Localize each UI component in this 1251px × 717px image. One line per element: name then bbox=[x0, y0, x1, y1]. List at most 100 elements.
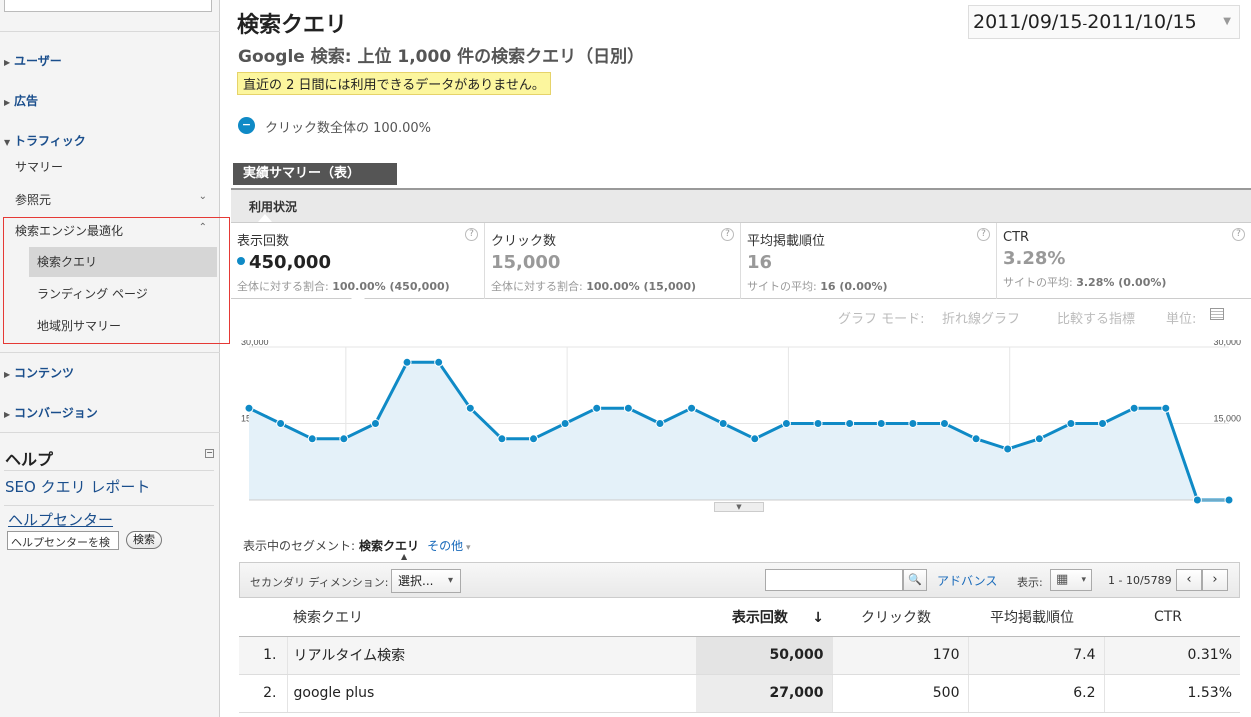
y-tick-label-right: 30,000 bbox=[1213, 340, 1241, 347]
data-point bbox=[370, 419, 380, 428]
secondary-dimension-select[interactable]: 選択... bbox=[391, 569, 461, 593]
help-question-icon[interactable]: ? bbox=[465, 228, 478, 241]
table-row[interactable]: 1. リアルタイム検索 50,000 170 7.4 0.31% bbox=[239, 636, 1240, 675]
help-question-icon[interactable]: ? bbox=[721, 228, 734, 241]
help-question-icon[interactable]: ? bbox=[977, 228, 990, 241]
triangle-down-icon: ▼ bbox=[4, 138, 11, 147]
segment-summary: クリック数全体の 100.00% bbox=[265, 121, 431, 136]
triangle-right-icon: ▶ bbox=[4, 410, 11, 419]
chevron-down-icon: ⌄ bbox=[198, 191, 207, 202]
pagination-text: 1 - 10/5789 bbox=[1108, 574, 1172, 587]
sidebar-group-content[interactable]: ▶ コンテンツ bbox=[4, 366, 75, 380]
usage-bar: 利用状況 bbox=[231, 188, 1251, 222]
column-header-impressions[interactable]: 表示回数 ↓ bbox=[696, 598, 832, 637]
sidebar-item-referral[interactable]: 参照元 ⌄ bbox=[15, 191, 207, 207]
table-row[interactable]: 2. google plus 27,000 500 6.2 1.53% bbox=[239, 674, 1240, 713]
sidebar-subitem-landing-pages[interactable]: ランディング ページ bbox=[37, 287, 148, 301]
column-header-ctr[interactable]: CTR bbox=[1104, 598, 1240, 637]
query-link[interactable]: リアルタイム検索 bbox=[287, 636, 696, 675]
sidebar-subitem-search-queries[interactable]: 検索クエリ bbox=[29, 247, 217, 277]
prev-page-button[interactable]: ‹ bbox=[1176, 569, 1202, 591]
sidebar-subitem-geo-summary[interactable]: 地域別サマリー bbox=[37, 319, 122, 333]
data-point bbox=[1129, 403, 1139, 413]
metric-impressions[interactable]: 表示回数 450,000 全体に対する割合: 100.00% (450,000)… bbox=[231, 223, 485, 299]
graph-mode-select[interactable]: 折れ線グラフ bbox=[942, 312, 1021, 327]
search-button[interactable]: 🔍 bbox=[903, 569, 927, 591]
data-table: 検索クエリ 表示回数 ↓ クリック数 平均掲載順位 CTR 1. リアルタイム検… bbox=[239, 598, 1240, 713]
data-point bbox=[276, 419, 286, 428]
sidebar-search-input[interactable] bbox=[4, 0, 212, 12]
data-point bbox=[339, 434, 349, 444]
metric-clicks[interactable]: クリック数 15,000 全体に対する割合: 100.00% (15,000) … bbox=[485, 223, 741, 299]
sidebar-group-traffic[interactable]: ▼ トラフィック bbox=[4, 134, 86, 148]
unit-selector-icon[interactable] bbox=[1210, 308, 1224, 320]
date-range-picker[interactable]: 2011/09/15-2011/10/15 ▼ bbox=[968, 5, 1240, 39]
help-seo-report-link[interactable]: SEO クエリ レポート bbox=[5, 478, 151, 496]
data-point bbox=[1034, 434, 1044, 444]
segment-current[interactable]: 検索クエリ bbox=[359, 539, 420, 553]
next-page-button[interactable]: › bbox=[1202, 569, 1228, 591]
data-point bbox=[750, 434, 760, 444]
data-point bbox=[434, 357, 444, 367]
triangle-right-icon: ▶ bbox=[4, 98, 11, 107]
metric-ctr[interactable]: CTR 3.28% サイトの平均: 3.28% (0.00%) ? bbox=[997, 223, 1251, 299]
help-question-icon[interactable]: ? bbox=[1232, 228, 1245, 241]
segment-other-dropdown[interactable]: その他 bbox=[427, 539, 470, 553]
data-point bbox=[1066, 419, 1076, 428]
table-search-input[interactable] bbox=[765, 569, 903, 591]
divider bbox=[4, 470, 214, 471]
advanced-filter-link[interactable]: アドバンス bbox=[937, 574, 998, 588]
data-point bbox=[497, 434, 507, 444]
sort-arrow-icon: ↓ bbox=[812, 609, 824, 626]
column-header-avg-position[interactable]: 平均掲載順位 bbox=[968, 598, 1104, 637]
segment-toggle-icon[interactable]: − bbox=[238, 117, 255, 134]
table-header-row: 検索クエリ 表示回数 ↓ クリック数 平均掲載順位 CTR bbox=[239, 598, 1240, 637]
caret-up-icon: ▲ bbox=[401, 552, 408, 561]
data-notice: 直近の 2 日間には利用できるデータがありません。 bbox=[237, 72, 551, 95]
data-point bbox=[1224, 495, 1234, 505]
column-header-query[interactable]: 検索クエリ bbox=[239, 598, 696, 637]
help-center-link[interactable]: ヘルプセンター bbox=[8, 511, 114, 529]
metric-avg-position[interactable]: 平均掲載順位 16 サイトの平均: 16 (0.00%) ? bbox=[741, 223, 997, 299]
table-toolbar: セカンダリ ディメンション: 選択... 🔍 アドバンス 表示: ▦ 1 - 1… bbox=[239, 562, 1240, 598]
grid-icon: ▦ bbox=[1056, 572, 1069, 587]
usage-notch bbox=[258, 214, 272, 222]
data-point bbox=[623, 403, 633, 413]
tab-performance-summary[interactable]: 実績サマリー（表） bbox=[233, 163, 397, 185]
triangle-right-icon: ▶ bbox=[4, 370, 11, 379]
sidebar-item-seo[interactable]: 検索エンジン最適化 ⌃ bbox=[15, 222, 207, 238]
help-search-input[interactable]: ヘルプセンターを検 bbox=[7, 531, 119, 550]
table-view-select[interactable]: ▦ bbox=[1050, 569, 1092, 591]
view-label: 表示: bbox=[1017, 576, 1043, 589]
chart-resize-handle[interactable]: ▼ bbox=[714, 502, 764, 512]
divider bbox=[0, 31, 220, 32]
data-point bbox=[718, 419, 728, 428]
metric-notch bbox=[350, 292, 366, 300]
collapse-icon[interactable]: − bbox=[205, 448, 214, 458]
search-icon: 🔍 bbox=[908, 573, 922, 586]
sidebar-item-summary[interactable]: サマリー bbox=[15, 160, 64, 174]
column-header-clicks[interactable]: クリック数 bbox=[832, 598, 968, 637]
series-dot-icon bbox=[237, 257, 245, 265]
data-point bbox=[1192, 495, 1202, 505]
divider bbox=[0, 352, 220, 353]
triangle-right-icon: ▶ bbox=[4, 58, 11, 67]
compare-metric-button[interactable]: 比較する指標 bbox=[1057, 312, 1136, 327]
query-link[interactable]: google plus bbox=[287, 674, 696, 713]
help-title: ヘルプ bbox=[5, 450, 54, 469]
sidebar-group-conversion[interactable]: ▶ コンバージョン bbox=[4, 406, 98, 420]
help-search-button[interactable]: 検索 bbox=[126, 531, 162, 549]
data-point bbox=[939, 419, 949, 428]
seo-section-highlight bbox=[3, 217, 230, 344]
sidebar-group-users[interactable]: ▶ ユーザー bbox=[4, 54, 62, 68]
sidebar-group-ads[interactable]: ▶ 広告 bbox=[4, 94, 39, 108]
data-point bbox=[1003, 444, 1013, 454]
page-title: 検索クエリ bbox=[237, 13, 348, 38]
data-point bbox=[402, 357, 412, 367]
usage-label: 利用状況 bbox=[249, 200, 298, 214]
data-point bbox=[845, 419, 855, 428]
data-point bbox=[529, 434, 539, 444]
caret-down-icon: ▼ bbox=[1223, 16, 1231, 27]
data-point bbox=[560, 419, 570, 428]
